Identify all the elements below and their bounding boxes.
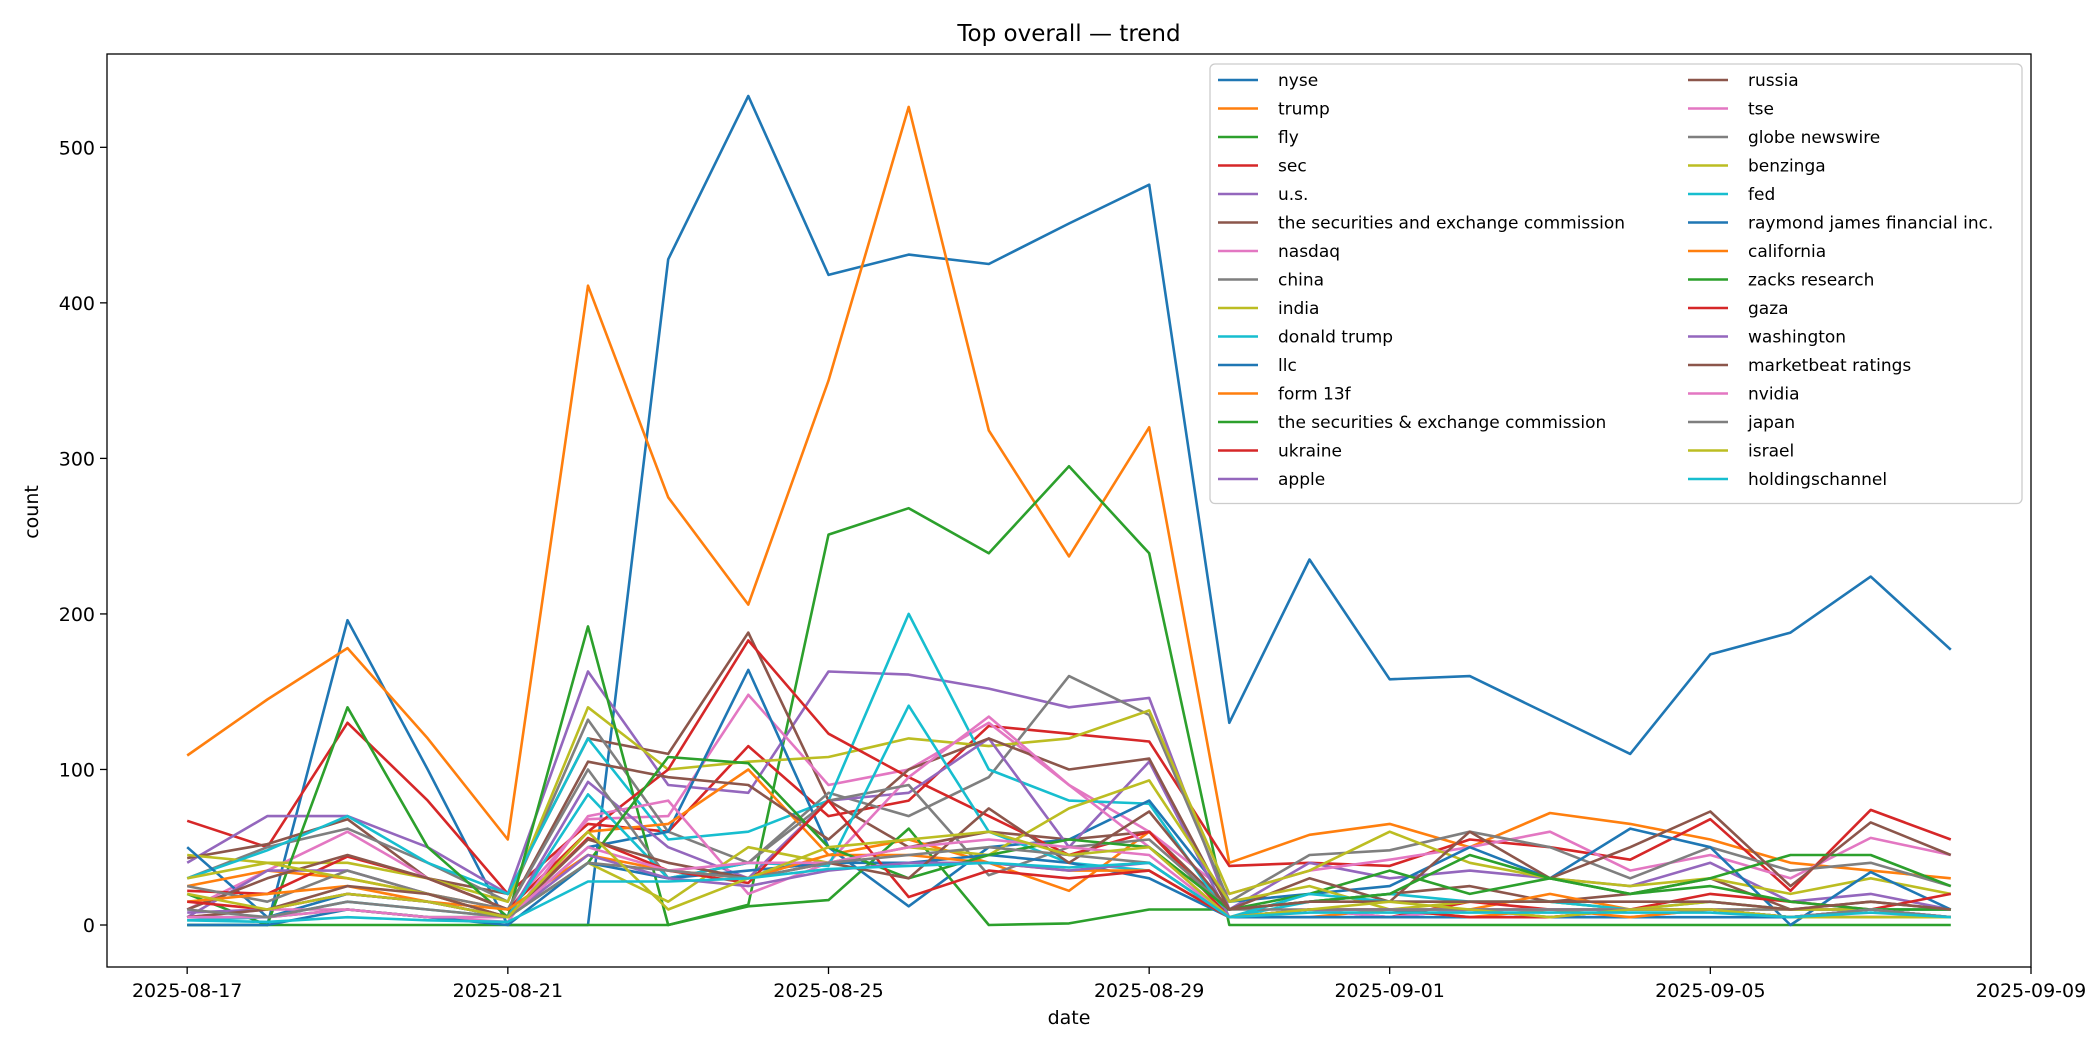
y-tick-label-4: 400 [59,293,95,315]
y-axis: 0 100 200 300 400 500 [59,137,107,937]
x-tick-label-1: 2025-08-21 [453,980,563,1002]
y-tick-label-2: 200 [59,604,95,626]
x-tick-label-5: 2025-09-05 [1655,980,1765,1002]
x-axis: 2025-08-17 2025-08-21 2025-08-25 2025-08-29… [132,967,2086,1002]
legend-label-4: u.s. [1278,185,1308,205]
y-tick-label-3: 300 [59,448,95,470]
legend-label-3: sec [1278,157,1307,177]
legend: nyse trump fly sec u.s. the securities and ex… [1209,63,2023,505]
legend-label-23: gaza [1748,299,1789,319]
y-tick-label-0: 0 [83,915,95,937]
legend-box [1209,63,2023,505]
legend-label-18: benzinga [1748,157,1826,177]
series-line-0 [187,94,1952,927]
legend-label-2: fly [1278,128,1299,148]
legend-label-0: nyse [1278,71,1318,91]
x-tick-label-3: 2025-08-29 [1094,980,1204,1002]
legend-label-21: california [1748,242,1826,262]
plot-frame [106,53,2032,968]
legend-label-26: nvidia [1748,385,1800,405]
series-line-2 [187,464,1951,927]
legend-label-7: china [1278,271,1324,291]
x-tick-label-6: 2025-09-09 [1976,980,2086,1002]
chart-title: Top overall — trend [956,21,1180,47]
series-line-4 [186,670,1952,911]
legend-label-10: llc [1278,356,1297,376]
legend-label-15: russia [1748,71,1799,91]
series-line-28 [186,830,1951,919]
series-line-3 [186,721,1952,896]
legend-label-8: india [1278,299,1319,319]
series-line-1 [186,105,1951,880]
series-line-7 [186,674,1952,904]
x-axis-label: date [1048,1007,1091,1029]
legend-label-17: globe newswire [1748,128,1880,148]
legend-label-25: marketbeat ratings [1748,356,1911,376]
legend-label-14: apple [1278,470,1325,490]
legend-label-27: japan [1747,413,1795,433]
series-line-29 [187,861,1951,924]
y-axis-label: count [21,485,43,539]
legend-label-19: fed [1748,185,1775,205]
legend-label-24: washington [1748,328,1846,348]
legend-label-28: israel [1748,442,1794,462]
legend-label-5: the securities and exchange commission [1278,214,1625,234]
series-line-12 [186,625,1952,927]
series-line-15 [186,737,1952,911]
legend-label-20: raymond james financial inc. [1748,214,1993,234]
x-tick-label-0: 2025-08-17 [132,980,242,1002]
legend-label-22: zacks research [1748,271,1874,291]
y-tick-label-5: 500 [59,137,95,159]
legend-label-6: nasdaq [1278,242,1340,262]
legend-label-11: form 13f [1278,385,1352,405]
series-line-25 [187,807,1951,919]
x-tick-label-4: 2025-09-01 [1334,980,1444,1002]
x-tick-label-2: 2025-08-25 [773,980,883,1002]
legend-label-1: trump [1278,100,1330,120]
legend-label-29: holdingschannel [1748,470,1887,490]
legend-label-9: donald trump [1278,328,1393,348]
legend-label-12: the securities & exchange commission [1278,413,1606,433]
y-tick-label-1: 100 [59,759,95,781]
legend-label-13: ukraine [1278,442,1342,462]
legend-label-16: tse [1748,100,1774,120]
plot-lines [186,94,1952,927]
